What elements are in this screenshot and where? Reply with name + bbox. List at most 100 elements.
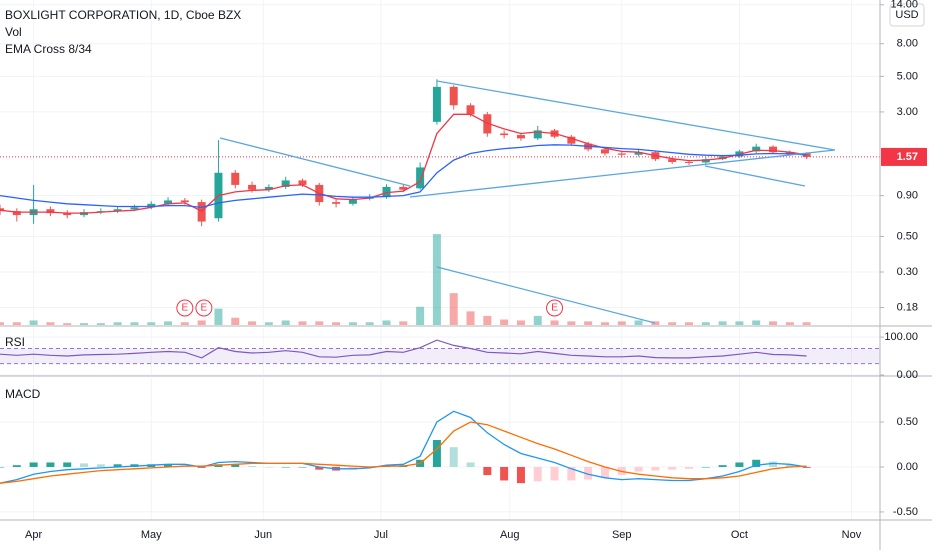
candle-body: [752, 146, 761, 152]
volume-bar: [684, 322, 693, 325]
candle-body: [600, 149, 609, 154]
candle-body: [164, 200, 173, 204]
y-tick-label: 0.50: [897, 416, 918, 428]
candle-body: [432, 86, 441, 122]
volume-bar: [567, 321, 576, 325]
y-tick-label: -0.50: [893, 506, 918, 518]
candle-body: [332, 202, 341, 204]
volume-bar: [113, 322, 122, 325]
histogram-bar: [516, 466, 525, 484]
histogram-bar: [96, 464, 105, 467]
y-tick-label: 8.00: [897, 38, 918, 50]
histogram-bar: [752, 459, 761, 467]
histogram-bar: [12, 465, 21, 467]
histogram-bar: [432, 440, 441, 467]
histogram-bar: [298, 466, 307, 468]
volume-bar: [449, 293, 458, 325]
volume-bar: [769, 321, 778, 325]
candle-body: [0, 208, 4, 212]
candle-body: [769, 146, 778, 153]
ema-line: [0, 144, 807, 209]
last-price-box: [881, 147, 927, 166]
volume-bar: [466, 311, 475, 325]
histogram-bar: [584, 466, 593, 480]
earnings-marker: [176, 299, 194, 317]
volume-bar: [701, 322, 710, 325]
histogram-bar: [113, 464, 122, 467]
volume-bar: [130, 322, 139, 325]
histogram-bar: [46, 462, 55, 467]
volume-bar: [147, 322, 156, 325]
volume-bar: [516, 320, 525, 325]
histogram-bar: [0, 466, 4, 468]
histogram-bar: [701, 466, 710, 468]
candle-body: [298, 180, 307, 185]
x-tick-label: Nov: [842, 529, 862, 541]
y-tick-label: 100.00: [884, 331, 918, 343]
volume-bar: [752, 320, 761, 325]
histogram-bar: [718, 465, 727, 467]
histogram-bar: [769, 461, 778, 467]
candle-body: [634, 152, 643, 155]
volume-bar: [785, 322, 794, 325]
histogram-bar: [29, 462, 38, 467]
rsi-label: RSI: [5, 335, 25, 349]
histogram-bar: [466, 462, 475, 467]
candle-body: [197, 202, 206, 222]
volume-bar: [180, 322, 189, 325]
volume-bar: [533, 315, 542, 325]
earnings-marker: [195, 299, 213, 317]
candle-body: [348, 198, 357, 204]
histogram-bar: [533, 466, 542, 482]
histogram-bar: [600, 466, 609, 478]
macd-line: [0, 421, 807, 484]
volume-bar: [264, 322, 273, 325]
volume-bar: [735, 321, 744, 325]
x-tick-label: Jul: [374, 529, 388, 541]
candle-body: [231, 172, 240, 185]
volume-bar: [584, 321, 593, 325]
histogram-bar: [735, 462, 744, 467]
candle-body: [399, 186, 408, 190]
candle-body: [46, 209, 55, 214]
histogram-bar: [634, 466, 643, 472]
histogram-bar: [315, 466, 324, 470]
volume-bar: [46, 322, 55, 325]
candle-body: [567, 136, 576, 144]
volume-bar: [802, 322, 811, 325]
chart-title: BOXLIGHT CORPORATION, 1D, Cboe BZX: [5, 8, 241, 22]
candle-body: [281, 180, 290, 187]
histogram-bar: [248, 466, 257, 467]
histogram-bar: [80, 463, 89, 467]
volume-bar: [248, 321, 257, 325]
ema-line: [0, 113, 807, 214]
histogram-bar: [651, 466, 660, 471]
y-tick-label: 0.00: [897, 369, 918, 381]
histogram-bar: [449, 447, 458, 467]
volume-bar: [668, 322, 677, 325]
volume-label: Vol: [5, 25, 22, 39]
currency-box[interactable]: [889, 3, 925, 27]
trend-line: [436, 80, 836, 151]
y-tick-label: 0.50: [897, 230, 918, 242]
volume-bar: [718, 321, 727, 325]
volume-bar: [382, 320, 391, 325]
histogram-bar: [231, 464, 240, 467]
histogram-bar: [264, 466, 273, 468]
volume-bar: [600, 322, 609, 325]
volume-bar: [617, 321, 626, 325]
candle-body: [12, 211, 21, 216]
earnings-label: E: [551, 303, 558, 314]
volume-bar: [483, 315, 492, 325]
y-tick-label: 0.18: [897, 301, 918, 313]
earnings-label: E: [201, 303, 208, 314]
last-price-label: 1.57: [897, 151, 918, 163]
candle-body: [113, 209, 122, 212]
volume-bar: [550, 320, 559, 325]
volume-bar: [12, 322, 21, 325]
histogram-bar: [164, 464, 173, 467]
histogram-bar: [668, 466, 677, 470]
trend-line: [436, 266, 656, 324]
